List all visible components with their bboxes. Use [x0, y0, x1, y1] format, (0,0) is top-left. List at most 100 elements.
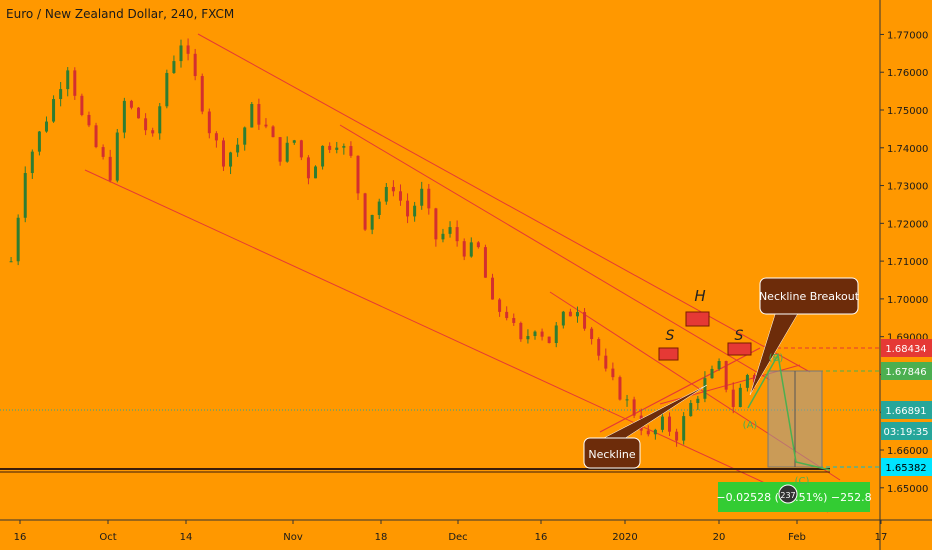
neckline-callout — [583, 437, 641, 469]
candle-body — [165, 72, 169, 107]
candle-body — [717, 361, 721, 369]
candle-body — [172, 61, 176, 73]
candle-body — [37, 131, 41, 152]
candle-body — [328, 145, 332, 150]
candle-body — [703, 378, 707, 399]
candle-body — [16, 217, 20, 262]
candle-body — [660, 416, 664, 430]
candle-body — [158, 106, 162, 134]
candle-body — [321, 145, 325, 167]
candle-body — [370, 214, 374, 230]
candle-body — [306, 157, 310, 179]
candle-body — [731, 389, 735, 407]
candle-body — [9, 261, 13, 263]
time-tick-label: 20 — [713, 532, 726, 543]
measure-badge — [778, 484, 798, 504]
price-tick-label: 1.76000 — [887, 68, 928, 79]
neckline-callout-text: Neckline — [588, 448, 635, 461]
candle-body — [264, 124, 268, 127]
measure-badge-text: 237 — [780, 491, 795, 500]
head-label: H — [694, 287, 705, 305]
candle-body — [597, 339, 601, 356]
candle-body — [653, 429, 657, 435]
price-tag — [881, 458, 932, 476]
candle-body — [398, 191, 402, 201]
breakout-callout-text: Neckline Breakout — [759, 290, 860, 303]
candle-body — [285, 142, 289, 162]
candle-body — [299, 140, 303, 158]
price-tick-label: 1.70000 — [887, 295, 928, 306]
channel-lower-line — [84, 169, 829, 513]
candle-body — [59, 89, 63, 100]
candle-body — [236, 144, 240, 153]
candle-body — [384, 186, 388, 202]
time-tick-label: 16 — [535, 532, 548, 543]
time-tick-label: Nov — [283, 532, 303, 543]
wave-b-label: (B) — [769, 353, 784, 364]
candle-body — [122, 100, 126, 133]
price-tick-label: 1.72000 — [887, 219, 928, 230]
candle-body — [448, 227, 452, 234]
price-tick-label: 1.66000 — [887, 446, 928, 457]
candle-body — [491, 277, 495, 300]
candle-body — [101, 147, 105, 157]
candle-body — [23, 173, 27, 218]
candle-body — [243, 127, 247, 145]
candle-body — [108, 156, 112, 181]
candle-body — [441, 233, 445, 240]
candle-body — [44, 121, 48, 132]
candle-body — [214, 133, 218, 141]
candle-body — [738, 387, 742, 407]
candle-body — [207, 111, 211, 134]
right-shoulder-label: S — [735, 328, 744, 344]
candle-body — [646, 430, 650, 435]
candle-body — [561, 311, 565, 326]
candle-body — [314, 166, 318, 179]
wave-c-label: (C) — [795, 476, 810, 487]
candle-body — [462, 241, 466, 257]
time-tick-label: 18 — [375, 532, 388, 543]
price-tag-label: 1.66891 — [885, 406, 926, 417]
candle-body — [483, 247, 487, 278]
candle-body — [632, 399, 636, 416]
candle-body — [540, 331, 544, 337]
head-box — [685, 311, 710, 327]
price-tag — [881, 401, 932, 419]
candle-body — [455, 227, 459, 242]
candle-body — [533, 331, 537, 337]
candle-body — [229, 152, 233, 167]
price-tick-label: 1.74000 — [887, 144, 928, 155]
candle-body — [144, 118, 148, 131]
price-tag-label: 03:19:35 — [884, 427, 929, 438]
candle-body — [420, 188, 424, 206]
candle-body — [200, 76, 204, 112]
candle-body — [179, 45, 183, 62]
candle-body — [335, 147, 339, 150]
price-tick-label: 1.73000 — [887, 182, 928, 193]
price-tick-label: 1.65000 — [887, 484, 928, 495]
candle-body — [52, 99, 56, 122]
candle-body — [583, 312, 587, 329]
candle-body — [668, 416, 672, 432]
time-tick-label: 16 — [14, 532, 27, 543]
candle-body — [137, 107, 141, 119]
candle-body — [724, 361, 728, 390]
candle-body — [221, 140, 225, 167]
left-shoulder-box — [658, 347, 679, 361]
candle-body — [186, 45, 190, 54]
price-tick-label: 1.71000 — [887, 257, 928, 268]
candle-body — [406, 200, 410, 217]
left-shoulder-label: S — [666, 328, 675, 344]
candle-body — [377, 201, 381, 215]
candle-body — [427, 188, 431, 209]
wave-a-label: (A) — [743, 420, 758, 431]
candle-body — [434, 208, 438, 240]
candle-body — [568, 311, 572, 317]
candle-body — [151, 130, 155, 134]
candle-body — [745, 375, 749, 388]
candle-body — [356, 155, 360, 194]
price-tag — [881, 362, 932, 380]
candle-body — [413, 205, 417, 217]
